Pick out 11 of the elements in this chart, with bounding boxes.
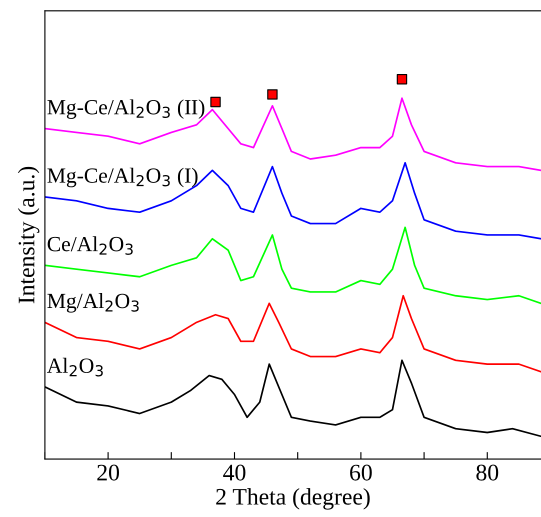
y-axis-title: Intensity (a.u.) [18, 166, 40, 304]
x-tick-label: 80 [476, 464, 498, 481]
x-tick-label: 20 [97, 464, 120, 481]
series-label: Mg-Ce/Al$_{2}$O$_{3}$ (I) [47, 168, 198, 188]
x-axis-title: 2 Theta (degree) [216, 488, 370, 510]
series-label: Mg-Ce/Al$_{2}$O$_{3}$ (II) [47, 99, 204, 119]
x-tick-label: 60 [350, 464, 372, 481]
x-tick-label: 40 [223, 464, 246, 481]
series-label: Ce/Al$_{2}$O$_{3}$ [48, 236, 133, 255]
series-label: Al$_{2}$O$_{3}$ [47, 358, 103, 376]
series-label: Mg/Al$_{2}$O$_{3}$ [47, 293, 139, 313]
